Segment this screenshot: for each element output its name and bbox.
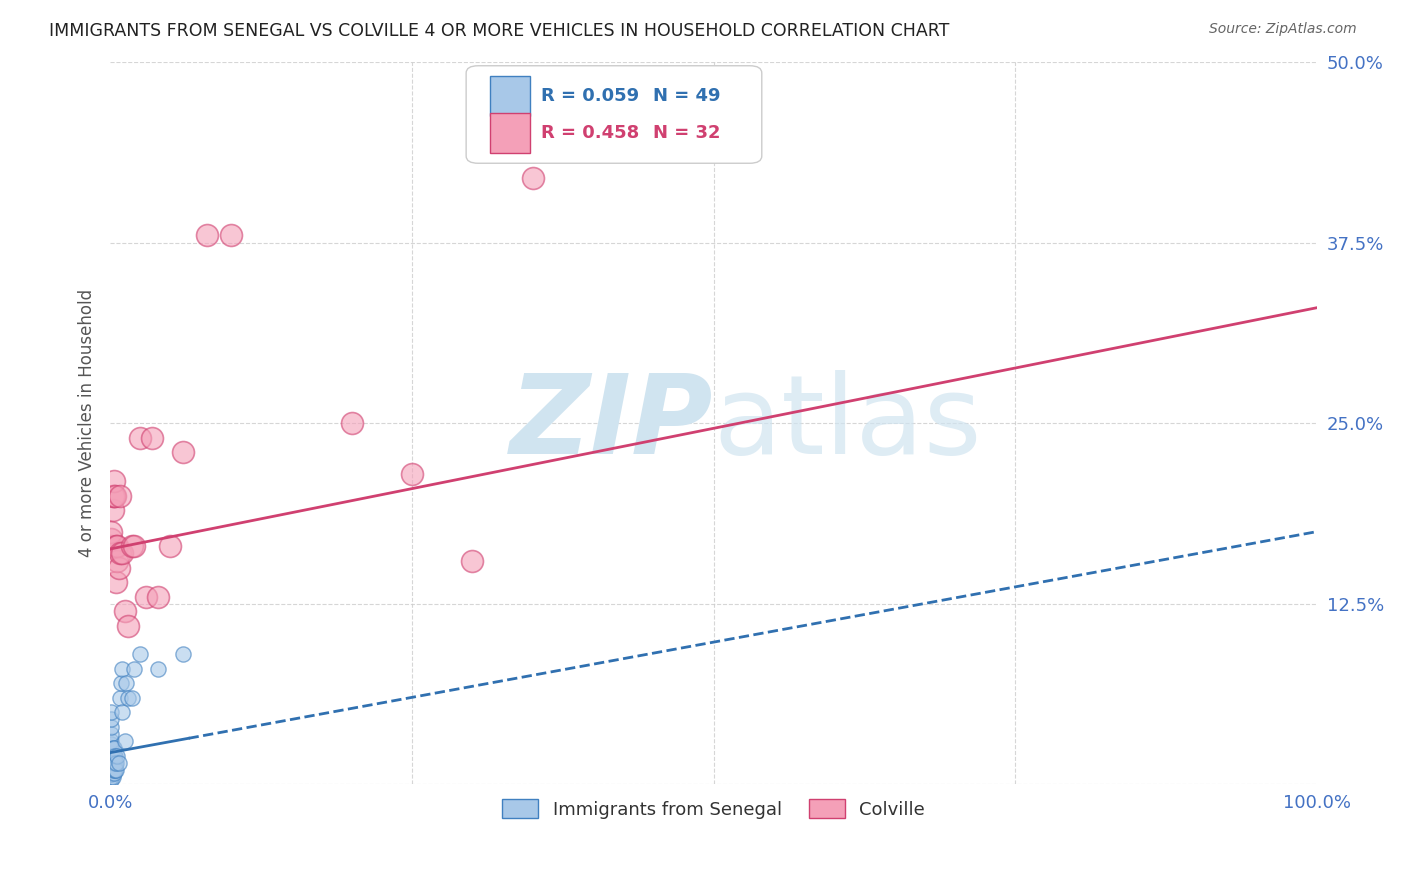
Point (103, 474, 125, 488)
Point (117, 690, 139, 705)
Point (100, 760, 122, 774)
Y-axis label: 4 or more Vehicles in Household: 4 or more Vehicles in Household (79, 289, 96, 558)
Point (108, 489, 131, 503)
Point (117, 618, 139, 632)
Point (159, 539, 181, 553)
Point (100, 746, 122, 760)
Point (129, 431, 152, 445)
Point (100, 770, 122, 784)
Point (100, 770, 122, 784)
Text: R = 0.059: R = 0.059 (541, 87, 640, 105)
Point (111, 705, 134, 719)
Point (100, 532, 122, 546)
Point (100, 751, 122, 765)
Point (103, 756, 125, 770)
Point (172, 445, 194, 459)
Point (105, 575, 128, 590)
Point (101, 756, 124, 770)
Point (101, 770, 124, 784)
Point (172, 648, 194, 662)
Text: ZIP: ZIP (510, 370, 713, 477)
Point (111, 662, 134, 676)
Text: N = 49: N = 49 (654, 87, 721, 105)
Point (340, 417, 363, 431)
Point (105, 553, 128, 567)
Point (105, 763, 128, 777)
Point (100, 741, 122, 756)
Point (401, 467, 423, 481)
Point (522, 170, 544, 185)
Point (121, 690, 143, 705)
Point (115, 676, 138, 690)
Text: IMMIGRANTS FROM SENEGAL VS COLVILLE 4 OR MORE VEHICLES IN HOUSEHOLD CORRELATION : IMMIGRANTS FROM SENEGAL VS COLVILLE 4 OR… (49, 22, 949, 40)
Point (105, 539, 128, 553)
Point (100, 720, 122, 734)
Point (219, 228, 242, 243)
Legend: Immigrants from Senegal, Colville: Immigrants from Senegal, Colville (495, 792, 932, 826)
Point (121, 539, 143, 553)
Point (105, 748, 128, 763)
Point (108, 546, 131, 560)
Point (108, 690, 131, 705)
Point (103, 741, 125, 756)
Point (110, 676, 132, 690)
Point (101, 503, 124, 517)
Text: Source: ZipAtlas.com: Source: ZipAtlas.com (1209, 22, 1357, 37)
Point (124, 539, 146, 553)
Point (129, 648, 152, 662)
Point (107, 756, 129, 770)
Point (103, 489, 125, 503)
Point (100, 713, 122, 727)
Point (103, 765, 125, 780)
Point (135, 590, 157, 604)
Text: atlas: atlas (713, 370, 981, 477)
Point (101, 489, 124, 503)
Point (100, 756, 122, 770)
Point (100, 734, 122, 748)
Point (124, 662, 146, 676)
Point (103, 763, 125, 777)
Point (100, 737, 122, 751)
Point (104, 756, 127, 770)
Point (101, 748, 124, 763)
Point (114, 604, 136, 618)
Point (100, 763, 122, 777)
Text: R = 0.458: R = 0.458 (541, 124, 640, 142)
FancyBboxPatch shape (491, 113, 530, 153)
Point (100, 773, 122, 788)
Point (100, 524, 122, 539)
Point (111, 546, 134, 560)
Point (105, 539, 128, 553)
Point (103, 748, 125, 763)
Point (195, 228, 218, 243)
Point (101, 741, 124, 756)
Point (107, 560, 129, 574)
Point (461, 553, 484, 567)
Point (105, 756, 128, 770)
Text: N = 32: N = 32 (654, 124, 721, 142)
Point (101, 763, 124, 777)
Point (148, 590, 170, 604)
Point (148, 662, 170, 676)
Point (100, 539, 122, 553)
Point (100, 765, 122, 780)
Point (100, 748, 122, 763)
Point (100, 727, 122, 741)
FancyBboxPatch shape (467, 66, 762, 163)
Point (141, 431, 163, 445)
Point (104, 489, 127, 503)
Point (104, 748, 127, 763)
Point (100, 767, 122, 781)
Point (104, 763, 127, 777)
Point (114, 734, 136, 748)
Point (100, 705, 122, 719)
FancyBboxPatch shape (491, 77, 530, 116)
Point (100, 758, 122, 772)
Point (100, 763, 122, 777)
